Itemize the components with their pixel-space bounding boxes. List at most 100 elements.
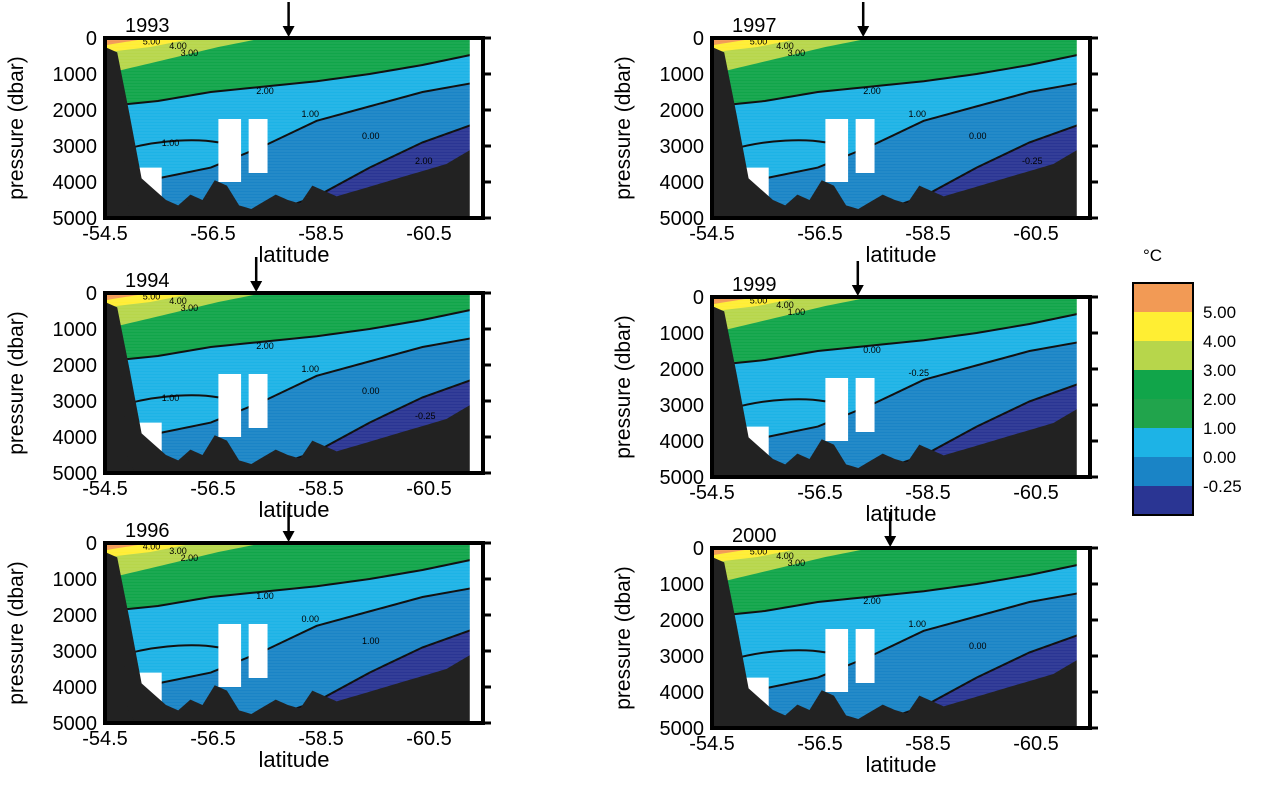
contour-label: 5.00 [750,295,768,305]
plot-frame [710,36,1092,220]
contour-label: -0.25 [909,368,930,378]
y-tick-label: 1000 [660,574,705,596]
x-tick-label: -58.5 [298,478,344,500]
contour-label: 3.00 [181,48,199,58]
contour-label: 1.00 [909,619,927,629]
x-tick-label: -56.5 [797,482,843,504]
shelf [712,311,743,477]
contour-label: 4.00 [776,551,794,561]
legend-swatch [1133,457,1193,486]
x-tick-label: -56.5 [797,223,843,245]
contour-label: 4.00 [143,541,161,551]
contour-label: 5.00 [750,546,768,556]
contour-line-1 [711,80,1091,187]
legend-label: 3.00 [1203,361,1236,380]
panel-1996: 4.00 3.002.00 1.00 0.00 1.00 0 1000 2000 3000 400… [5,507,491,772]
y-tick-label: 3000 [53,641,98,663]
y-tick-label: 5000 [660,208,705,230]
x-tick-label: -54.5 [82,478,128,500]
x-tick-label: -54.5 [689,482,735,504]
data-gap [825,119,849,182]
contour-line-1 [104,585,484,692]
right-margin [1076,297,1090,477]
legend-swatch [1133,486,1193,515]
y-tick-label: 3000 [660,646,705,668]
contour-label: 2.00 [181,553,199,563]
y-tick-label: 5000 [53,713,98,735]
contour-line-1 [104,80,484,187]
x-tick-label: -58.5 [298,223,344,245]
y-tick-label: 5000 [660,467,705,489]
data-gap [218,374,242,437]
panel-1999: 5.00 4.001.00 0.00 -0.25 0 1000 2000 3000 4000 50… [612,261,1098,526]
bathymetry [105,543,483,723]
contour-label: 4.00 [169,41,187,51]
y-tick-label: 2000 [53,100,98,122]
plot-frame [103,291,485,475]
right-margin [1076,548,1090,728]
contour-line-0 [104,556,484,613]
legend-label: 1.00 [1203,419,1236,438]
right-margin [469,543,483,723]
y-tick-label: 2000 [660,359,705,381]
contour-label: 2.00 [415,156,433,166]
position-arrow-head [857,26,870,37]
legend-swatch [1133,370,1193,399]
contour-line-1 [104,335,484,442]
x-axis-title: latitude [866,242,937,267]
layer-4c [712,297,803,312]
contour-label: 3.00 [788,558,806,568]
layer-0c [105,586,483,723]
x-tick-label: -60.5 [406,478,452,500]
shelf [712,52,743,219]
y-tick-label: 2000 [53,605,98,627]
position-arrow-head [282,531,295,542]
shelf [105,557,136,723]
position-arrow-head [282,26,295,37]
y-tick-label: 5000 [660,718,705,740]
contour-label: 1.00 [302,109,320,119]
right-margin [469,293,483,473]
bathymetry [712,297,1090,477]
y-axis-title: pressure (dbar) [5,311,28,455]
y-axis-title: pressure (dbar) [612,56,635,200]
legend-swatch [1133,283,1193,312]
x-axis-title: latitude [259,242,330,267]
contour-label: 1.00 [362,636,380,646]
panel-2000: 5.00 4.003.00 2.00 1.00 0.00 0 1000 2000 3000 400… [612,512,1098,777]
layer-0c [712,591,1090,728]
x-axis-title: latitude [866,501,937,526]
contour-label: 3.00 [181,303,199,313]
y-tick-label: 4000 [53,172,98,194]
x-axis-title: latitude [866,752,937,777]
layer-1c [105,52,483,186]
y-tick-label: 2000 [660,610,705,632]
right-margin [1076,38,1090,218]
contour-label: 1.00 [162,393,180,403]
contour-label: 0.00 [362,131,380,141]
x-tick-label: -58.5 [905,482,951,504]
x-tick-label: -56.5 [797,733,843,755]
panel-1993: 5.00 4.003.00 2.00 1.00 0.00 2.00 1.00 0 1000 200… [5,2,491,267]
legend-label: 2.00 [1203,390,1236,409]
contour-label: 2.00 [863,596,881,606]
layer-1c [105,307,483,441]
y-axis-title: pressure (dbar) [612,315,635,459]
position-arrow-head [250,281,263,292]
x-tick-label: -54.5 [689,733,735,755]
year-label: 1994 [125,270,170,292]
y-tick-label: 1000 [53,569,98,591]
data-gap [825,629,849,692]
contour-line-0 [104,306,484,363]
y-tick-label: 1000 [53,64,98,86]
layer-1c [712,52,1090,186]
contour-label: 4.00 [776,41,794,51]
data-gap [248,119,268,173]
contour-line-0 [104,51,484,108]
color-legend: °C 5.00 4.00 3.00 2.00 1.00 0.00 -0.25 [1132,246,1242,516]
y-tick-label: 2000 [53,355,98,377]
x-tick-label: -60.5 [406,223,452,245]
x-tick-label: -56.5 [190,728,236,750]
y-axis-title: pressure (dbar) [5,56,28,200]
